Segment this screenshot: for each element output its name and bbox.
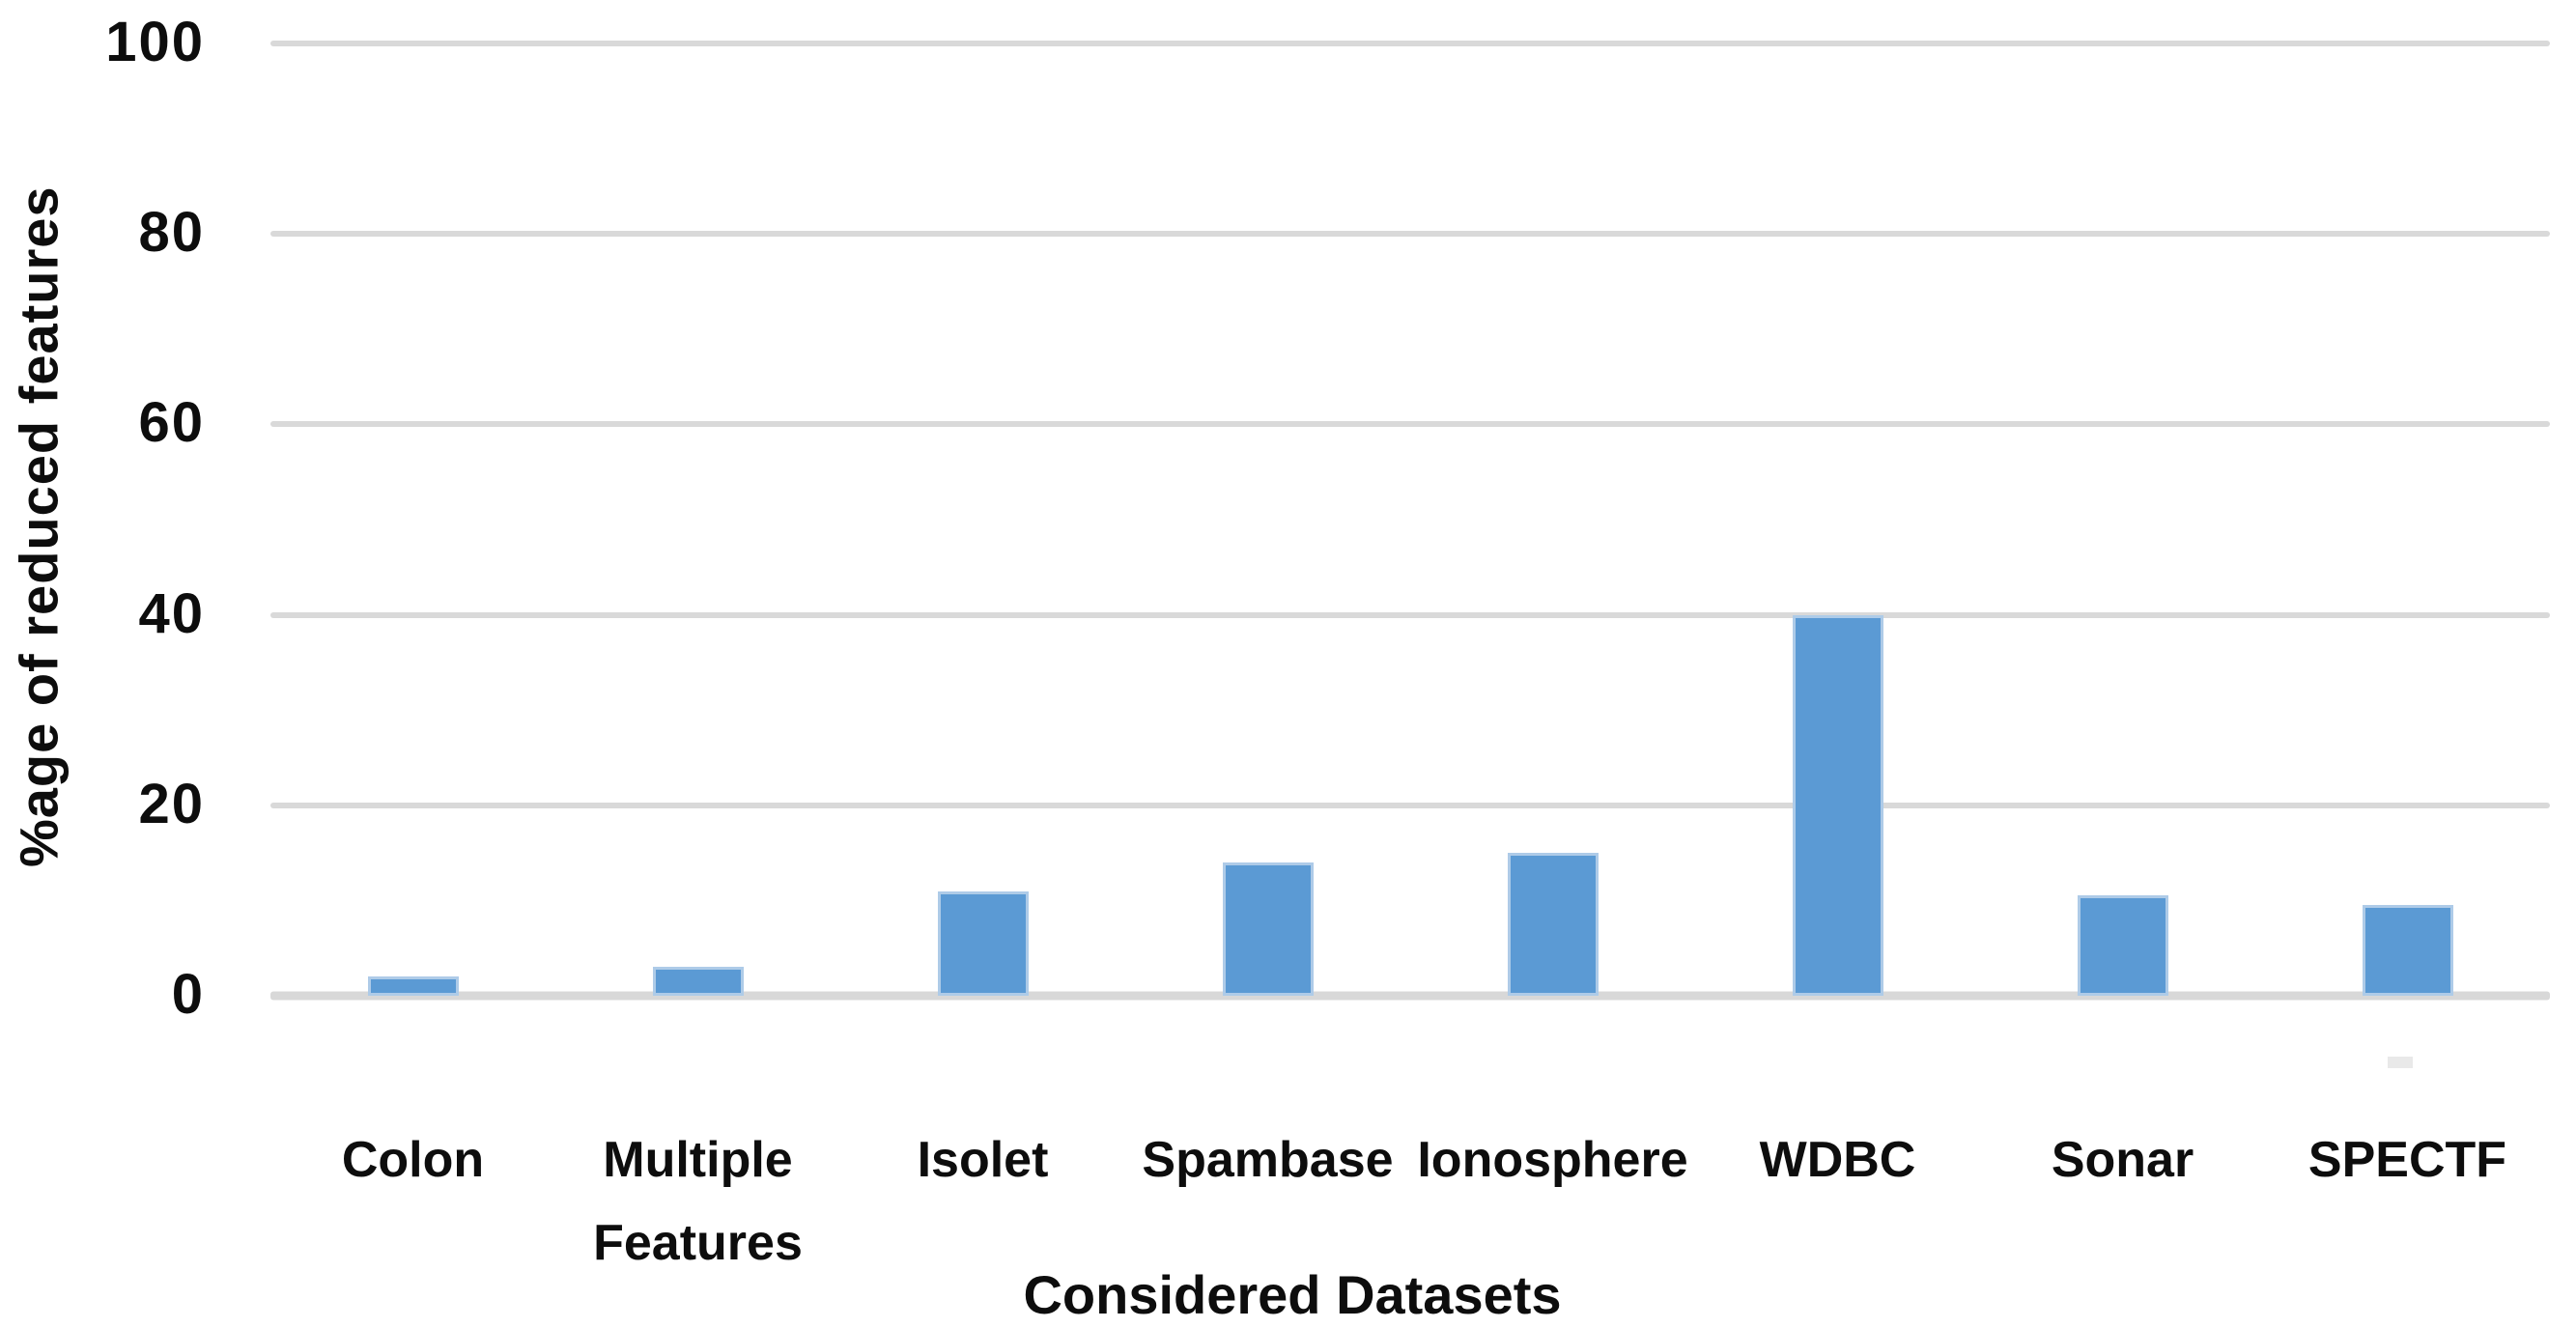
- bar-isolet: [937, 890, 1029, 996]
- gridline-20: [270, 802, 2550, 808]
- bar-slot-spambase: Spambase: [1125, 43, 1410, 1188]
- y-tick-label-100: 100: [105, 11, 205, 74]
- bar-slot-ionosphere: Ionosphere: [1410, 43, 1695, 1188]
- bar-slot-colon: Colon: [270, 43, 555, 1188]
- x-axis-title: Considered Datasets: [1023, 1264, 1562, 1325]
- y-tick-label-80: 80: [138, 201, 205, 265]
- bar-spambase: [1222, 862, 1314, 996]
- bar-multiple-features: [652, 967, 744, 996]
- y-tick-label-40: 40: [138, 581, 205, 645]
- y-tick-label-0: 0: [171, 963, 205, 1027]
- x-category-label-wdbc: WDBC: [1759, 1132, 1916, 1188]
- gridline-100: [270, 41, 2550, 46]
- x-category-label-spectf: SPECTF: [2307, 1132, 2507, 1188]
- x-category-label-isolet: Isolet: [917, 1132, 1049, 1188]
- plot-area: Colon Multiple Features Isolet Spambase Iono…: [270, 41, 2550, 1271]
- bars-row: Colon Multiple Features Isolet Spambase Iono…: [270, 43, 2550, 1271]
- bar-sonar: [2077, 895, 2168, 996]
- bar-slot-wdbc: WDBC: [1695, 43, 1980, 1188]
- bar-ionosphere: [1507, 853, 1599, 996]
- y-axis-title: %age of reduced features: [8, 185, 70, 867]
- gridline-40: [270, 611, 2550, 618]
- bar-colon: [367, 976, 459, 996]
- bar-slot-sonar: Sonar: [1980, 43, 2265, 1188]
- x-category-label-multiple-features: Multiple Features: [593, 1132, 803, 1271]
- x-category-label-spambase: Spambase: [1142, 1132, 1394, 1188]
- gridline-80: [270, 231, 2550, 238]
- x-category-label-sonar: Sonar: [2051, 1132, 2194, 1188]
- gridline-60: [270, 421, 2550, 428]
- bar-wdbc: [1792, 614, 1883, 996]
- gridline-0: [270, 991, 2550, 1001]
- y-tick-label-60: 60: [138, 391, 205, 455]
- y-tick-label-20: 20: [138, 772, 205, 835]
- bar-slot-spectf: SPECTF: [2265, 43, 2550, 1188]
- x-category-label-colon: Colon: [341, 1132, 485, 1188]
- compression-artifact: [2388, 1057, 2413, 1068]
- bar-spectf: [2362, 905, 2453, 996]
- bar-slot-isolet: Isolet: [840, 43, 1125, 1188]
- bar-slot-multiple-features: Multiple Features: [555, 43, 840, 1271]
- x-category-label-ionosphere: Ionosphere: [1417, 1132, 1688, 1188]
